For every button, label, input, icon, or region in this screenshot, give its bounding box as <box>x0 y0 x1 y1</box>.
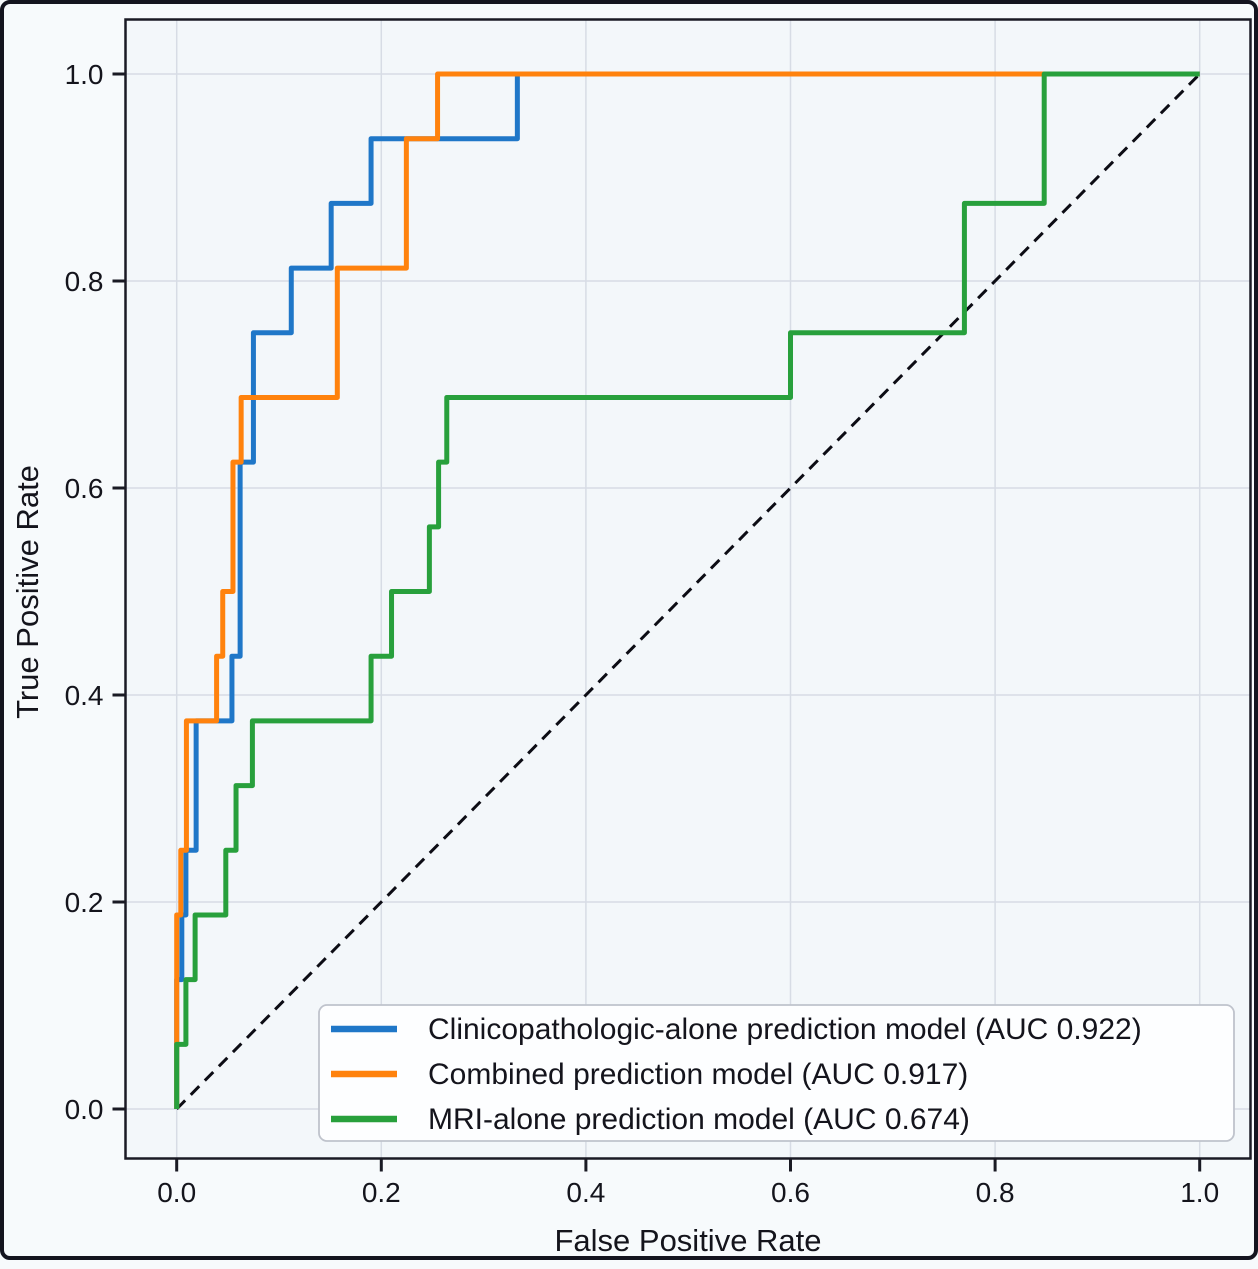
y-tick-labels: 0.0 0.2 0.4 0.6 0.8 1.0 <box>65 59 104 1125</box>
legend-item-0: Clinicopathologic-alone prediction model… <box>331 1013 1142 1046</box>
roc-chart: 0.0 0.2 0.4 0.6 0.8 1.0 0.0 0.2 0.4 0.6 0.8 1.0 Fa… <box>4 4 1258 1264</box>
x-tick-label: 0.0 <box>157 1177 196 1208</box>
plot-area <box>126 20 1251 1159</box>
y-tick-label: 0.4 <box>65 680 104 711</box>
y-tick-label: 0.2 <box>65 887 104 918</box>
y-tick-label: 0.8 <box>65 266 104 297</box>
x-tick-label: 0.8 <box>976 1177 1015 1208</box>
y-tick-label: 1.0 <box>65 59 104 90</box>
x-tick-label: 0.2 <box>362 1177 401 1208</box>
legend-label-0: Clinicopathologic-alone prediction model… <box>428 1013 1142 1046</box>
legend-label-1: Combined prediction model (AUC 0.917) <box>428 1058 968 1091</box>
y-tick-label: 0.6 <box>65 473 104 504</box>
legend: Clinicopathologic-alone prediction model… <box>319 1005 1234 1141</box>
x-axis-title: False Positive Rate <box>554 1223 821 1258</box>
x-tick-label: 0.6 <box>771 1177 810 1208</box>
x-tick-label: 0.4 <box>566 1177 605 1208</box>
x-tick-label: 1.0 <box>1180 1177 1219 1208</box>
y-axis-title: True Positive Rate <box>10 465 45 719</box>
y-tick-label: 0.0 <box>65 1094 104 1125</box>
x-tick-labels: 0.0 0.2 0.4 0.6 0.8 1.0 <box>157 1177 1219 1208</box>
legend-label-2: MRI-alone prediction model (AUC 0.674) <box>428 1103 970 1136</box>
